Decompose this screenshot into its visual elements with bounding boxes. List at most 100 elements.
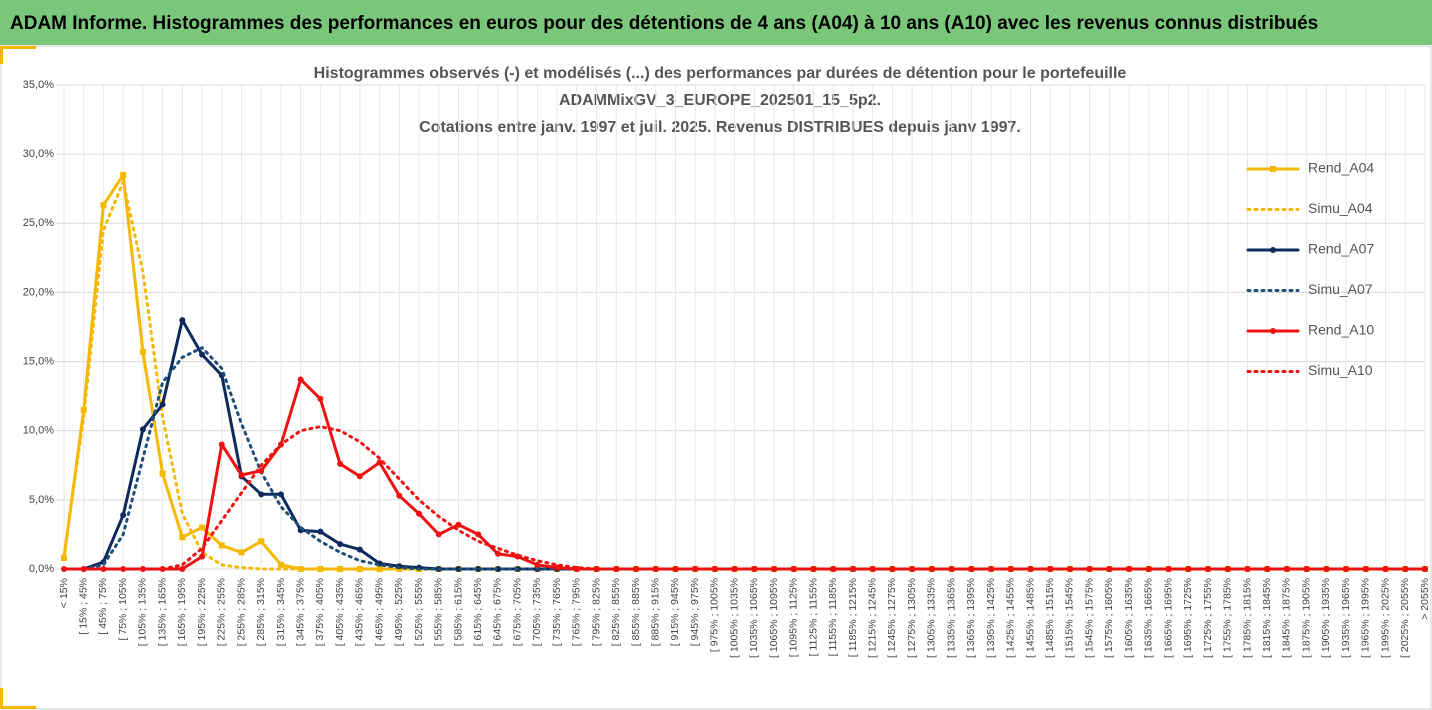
point [337,541,344,548]
x-tick-label: [ 825% ; 855% [610,578,622,646]
legend-marker [1270,166,1276,172]
chart-title: Histogrammes observés (-) et modélisés (… [314,65,1127,82]
x-tick-label: [ 1095% ; 1125% [788,578,800,657]
x-tick-label: [ 735% ; 765% [551,578,563,646]
x-tick-label: [ 1935% ; 1965% [1340,578,1352,658]
x-tick-label: [ 45% ; 75% [97,578,109,635]
header-bar [0,0,1432,45]
x-tick-label: [ 435% ; 465% [354,578,366,646]
x-tick-label: [ 2025% ; 2055% [1399,578,1411,658]
accent [0,46,36,49]
point [356,473,363,480]
point [199,351,206,358]
x-tick-label: [ 1875% ; 1905% [1300,578,1312,658]
point [277,491,284,498]
point [317,395,324,402]
chart-title: ADAMMixGV_3_EUROPE_202501_15_5p2. [559,92,881,109]
point [238,549,245,556]
point [80,566,87,572]
point [672,566,679,572]
x-tick-label: [ 1635% ; 1665% [1143,578,1155,658]
point [1422,566,1428,572]
point [455,521,462,528]
x-tick-label: [ 1995% ; 2025% [1379,578,1391,658]
y-tick-label: 35,0% [23,79,54,91]
x-tick-label: [ 1245% ; 1275% [886,578,898,658]
point [988,566,995,572]
point [771,566,778,572]
x-tick-label: [ 705% ; 735% [531,578,543,646]
point [258,538,265,545]
point [120,171,127,178]
y-tick-label: 20,0% [23,286,54,298]
legend-label: Simu_A10 [1308,362,1373,378]
point [534,561,541,568]
x-tick-label: [ 1305% ; 1335% [926,578,938,658]
point [396,492,403,499]
legend-label: Rend_A04 [1308,160,1374,176]
chart-border [0,45,1432,710]
x-tick-label: [ 1065% ; 1095% [768,578,780,658]
x-tick-label: < 15% [58,578,70,608]
y-tick-label: 10,0% [23,425,54,437]
x-tick-label: [ 1185% ; 1215% [847,578,859,657]
x-tick-label: [ 465% ; 495% [373,578,385,646]
x-tick-label: [ 1215% ; 1245% [866,578,878,658]
legend-label: Simu_A04 [1308,200,1373,216]
point [869,566,876,572]
point [179,317,186,324]
x-tick-label: [ 1485% ; 1515% [1044,578,1056,658]
x-tick-label: [ 1785% ; 1815% [1241,578,1253,658]
x-tick-label: [ 225% ; 255% [216,578,228,646]
header: ADAM Informe. Histogrammes des performan… [10,13,1318,34]
x-tick-label: [ 315% ; 345% [275,578,287,646]
x-tick-label: [ 675% ; 705% [511,578,523,646]
point [1086,566,1093,572]
y-tick-label: 30,0% [23,148,54,160]
x-tick-label: [ 855% ; 885% [630,578,642,646]
x-tick-label: [ 645% ; 675% [492,578,504,646]
point [159,401,166,408]
point [179,566,186,572]
series-line [161,425,1427,571]
point [120,566,127,572]
x-tick-label: [ 135% ; 165% [156,578,168,646]
x-tick-label: [ 1365% ; 1395% [965,578,977,658]
legend-marker [1270,328,1276,334]
x-tick-label: [ 1965% ; 1995% [1360,578,1372,658]
point [435,531,442,538]
x-tick-label: [ 1665% ; 1695% [1162,578,1174,658]
point [258,467,265,474]
x-tick-label: [ 1335% ; 1365% [945,578,957,658]
point [1106,566,1113,572]
point [494,550,501,557]
x-tick-label: [ 75% ; 105% [117,578,129,640]
x-tick-label: [ 1695% ; 1725% [1182,578,1194,658]
point [297,376,304,383]
point [475,531,482,538]
accent [0,46,3,64]
point [337,460,344,467]
point [376,566,383,572]
legend-marker [1270,247,1276,253]
y-tick-label: 15,0% [23,355,54,367]
point [652,566,659,572]
point [277,561,284,568]
point [120,512,127,519]
point [199,524,206,531]
point [416,510,423,517]
accent [0,688,3,708]
point [179,534,186,541]
chart-title: Cotations entre janv. 1997 et juil. 2025… [419,119,1021,136]
x-tick-label: [ 555% ; 585% [433,578,445,646]
x-tick-label: [ 1725% ; 1755% [1202,578,1214,658]
x-tick-label: [ 1125% ; 1155% [807,578,819,656]
x-tick-label: [ 945% ; 975% [689,578,701,646]
x-tick-label: [ 1575% ; 1605% [1103,578,1115,658]
y-tick-label: 0,0% [29,563,54,575]
point [139,426,146,433]
point [317,528,324,535]
legend-label: Rend_A10 [1308,322,1374,338]
x-tick-label: [ 195% ; 225% [196,578,208,646]
